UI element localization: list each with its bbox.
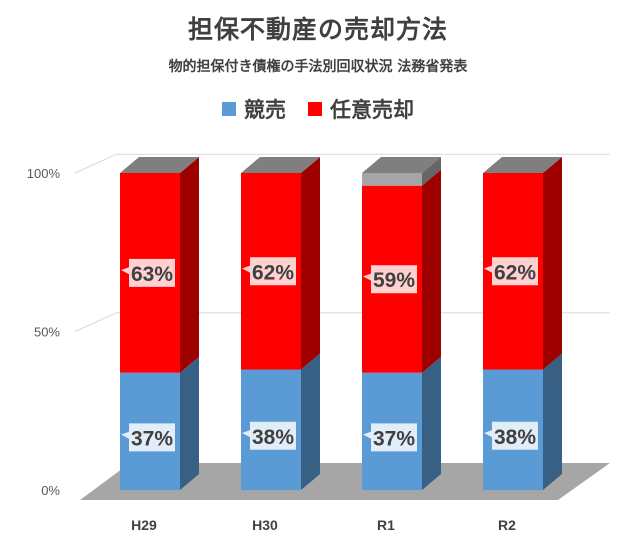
chart-floor	[80, 463, 610, 500]
y-tick-label: 50%	[34, 325, 60, 340]
data-label-callout	[121, 423, 175, 452]
gridline-depth	[74, 312, 117, 332]
data-label-text: 38%	[494, 426, 536, 449]
floor-layer	[80, 463, 610, 500]
bar-segment	[120, 356, 199, 490]
x-tick-label: H29	[131, 517, 157, 533]
data-label: 37%	[363, 423, 417, 452]
data-label-callout	[121, 258, 175, 287]
data-label: 62%	[484, 257, 538, 286]
data-label: 62%	[242, 257, 296, 286]
labels-layer: 37% 63% 38% 62% 37% 59% 38% 62%	[121, 257, 538, 452]
bar-side	[543, 157, 562, 370]
legend-swatch-voluntary-sale	[308, 102, 322, 116]
data-label-callout	[484, 257, 538, 286]
legend: 競売 任意売却	[0, 94, 636, 124]
x-tick-label: R2	[498, 517, 516, 533]
bar-front	[362, 173, 422, 186]
axis-layer: 0% 50% 100% H29 H30 R1 R2	[27, 166, 516, 533]
legend-item-voluntary-sale: 任意売却	[308, 94, 414, 124]
data-label: 38%	[242, 421, 296, 450]
data-label-text: 62%	[494, 261, 536, 284]
bar-side	[422, 169, 441, 373]
bar-top-cap	[241, 157, 320, 173]
y-tick-label: 0%	[41, 483, 60, 498]
bar-side	[422, 157, 441, 186]
data-label-text: 37%	[373, 427, 415, 450]
y-tick-label: 100%	[27, 166, 61, 181]
data-label-callout	[363, 265, 417, 294]
legend-label-voluntary-sale: 任意売却	[330, 98, 414, 122]
bar-side	[301, 157, 320, 370]
x-tick-label: R1	[377, 517, 395, 533]
bar-top-cap	[120, 157, 199, 173]
data-label-text: 62%	[252, 261, 294, 284]
data-label: 38%	[484, 421, 538, 450]
data-label-text: 59%	[373, 269, 415, 292]
data-label: 37%	[121, 423, 175, 452]
chart-subtitle: 物的担保付き債権の手法別回収状況 法務省発表	[168, 59, 468, 75]
x-tick-label: H30	[252, 517, 278, 533]
data-label-callout	[242, 421, 296, 450]
bar-segment	[362, 356, 441, 490]
bar-side	[301, 353, 320, 490]
bar-side	[180, 157, 199, 373]
data-label-callout	[484, 421, 538, 450]
legend-swatch-auction	[222, 102, 236, 116]
gridline-depth	[74, 153, 117, 174]
data-label-text: 63%	[131, 263, 173, 286]
chart-title: 担保不動産の売却方法	[187, 15, 448, 44]
bar-top-cap	[362, 157, 441, 173]
data-label: 59%	[363, 265, 417, 294]
legend-item-auction: 競売	[222, 94, 286, 124]
data-label-callout	[363, 423, 417, 452]
data-label-text: 37%	[131, 427, 173, 450]
bar-side	[543, 353, 562, 490]
data-label-text: 38%	[252, 426, 294, 449]
bar-segment	[362, 157, 441, 186]
bar-top-cap	[483, 157, 562, 173]
data-label-callout	[242, 257, 296, 286]
data-label: 63%	[121, 258, 175, 287]
bar-side	[180, 356, 199, 490]
bar-side	[422, 356, 441, 490]
legend-label-auction: 競売	[244, 98, 286, 122]
